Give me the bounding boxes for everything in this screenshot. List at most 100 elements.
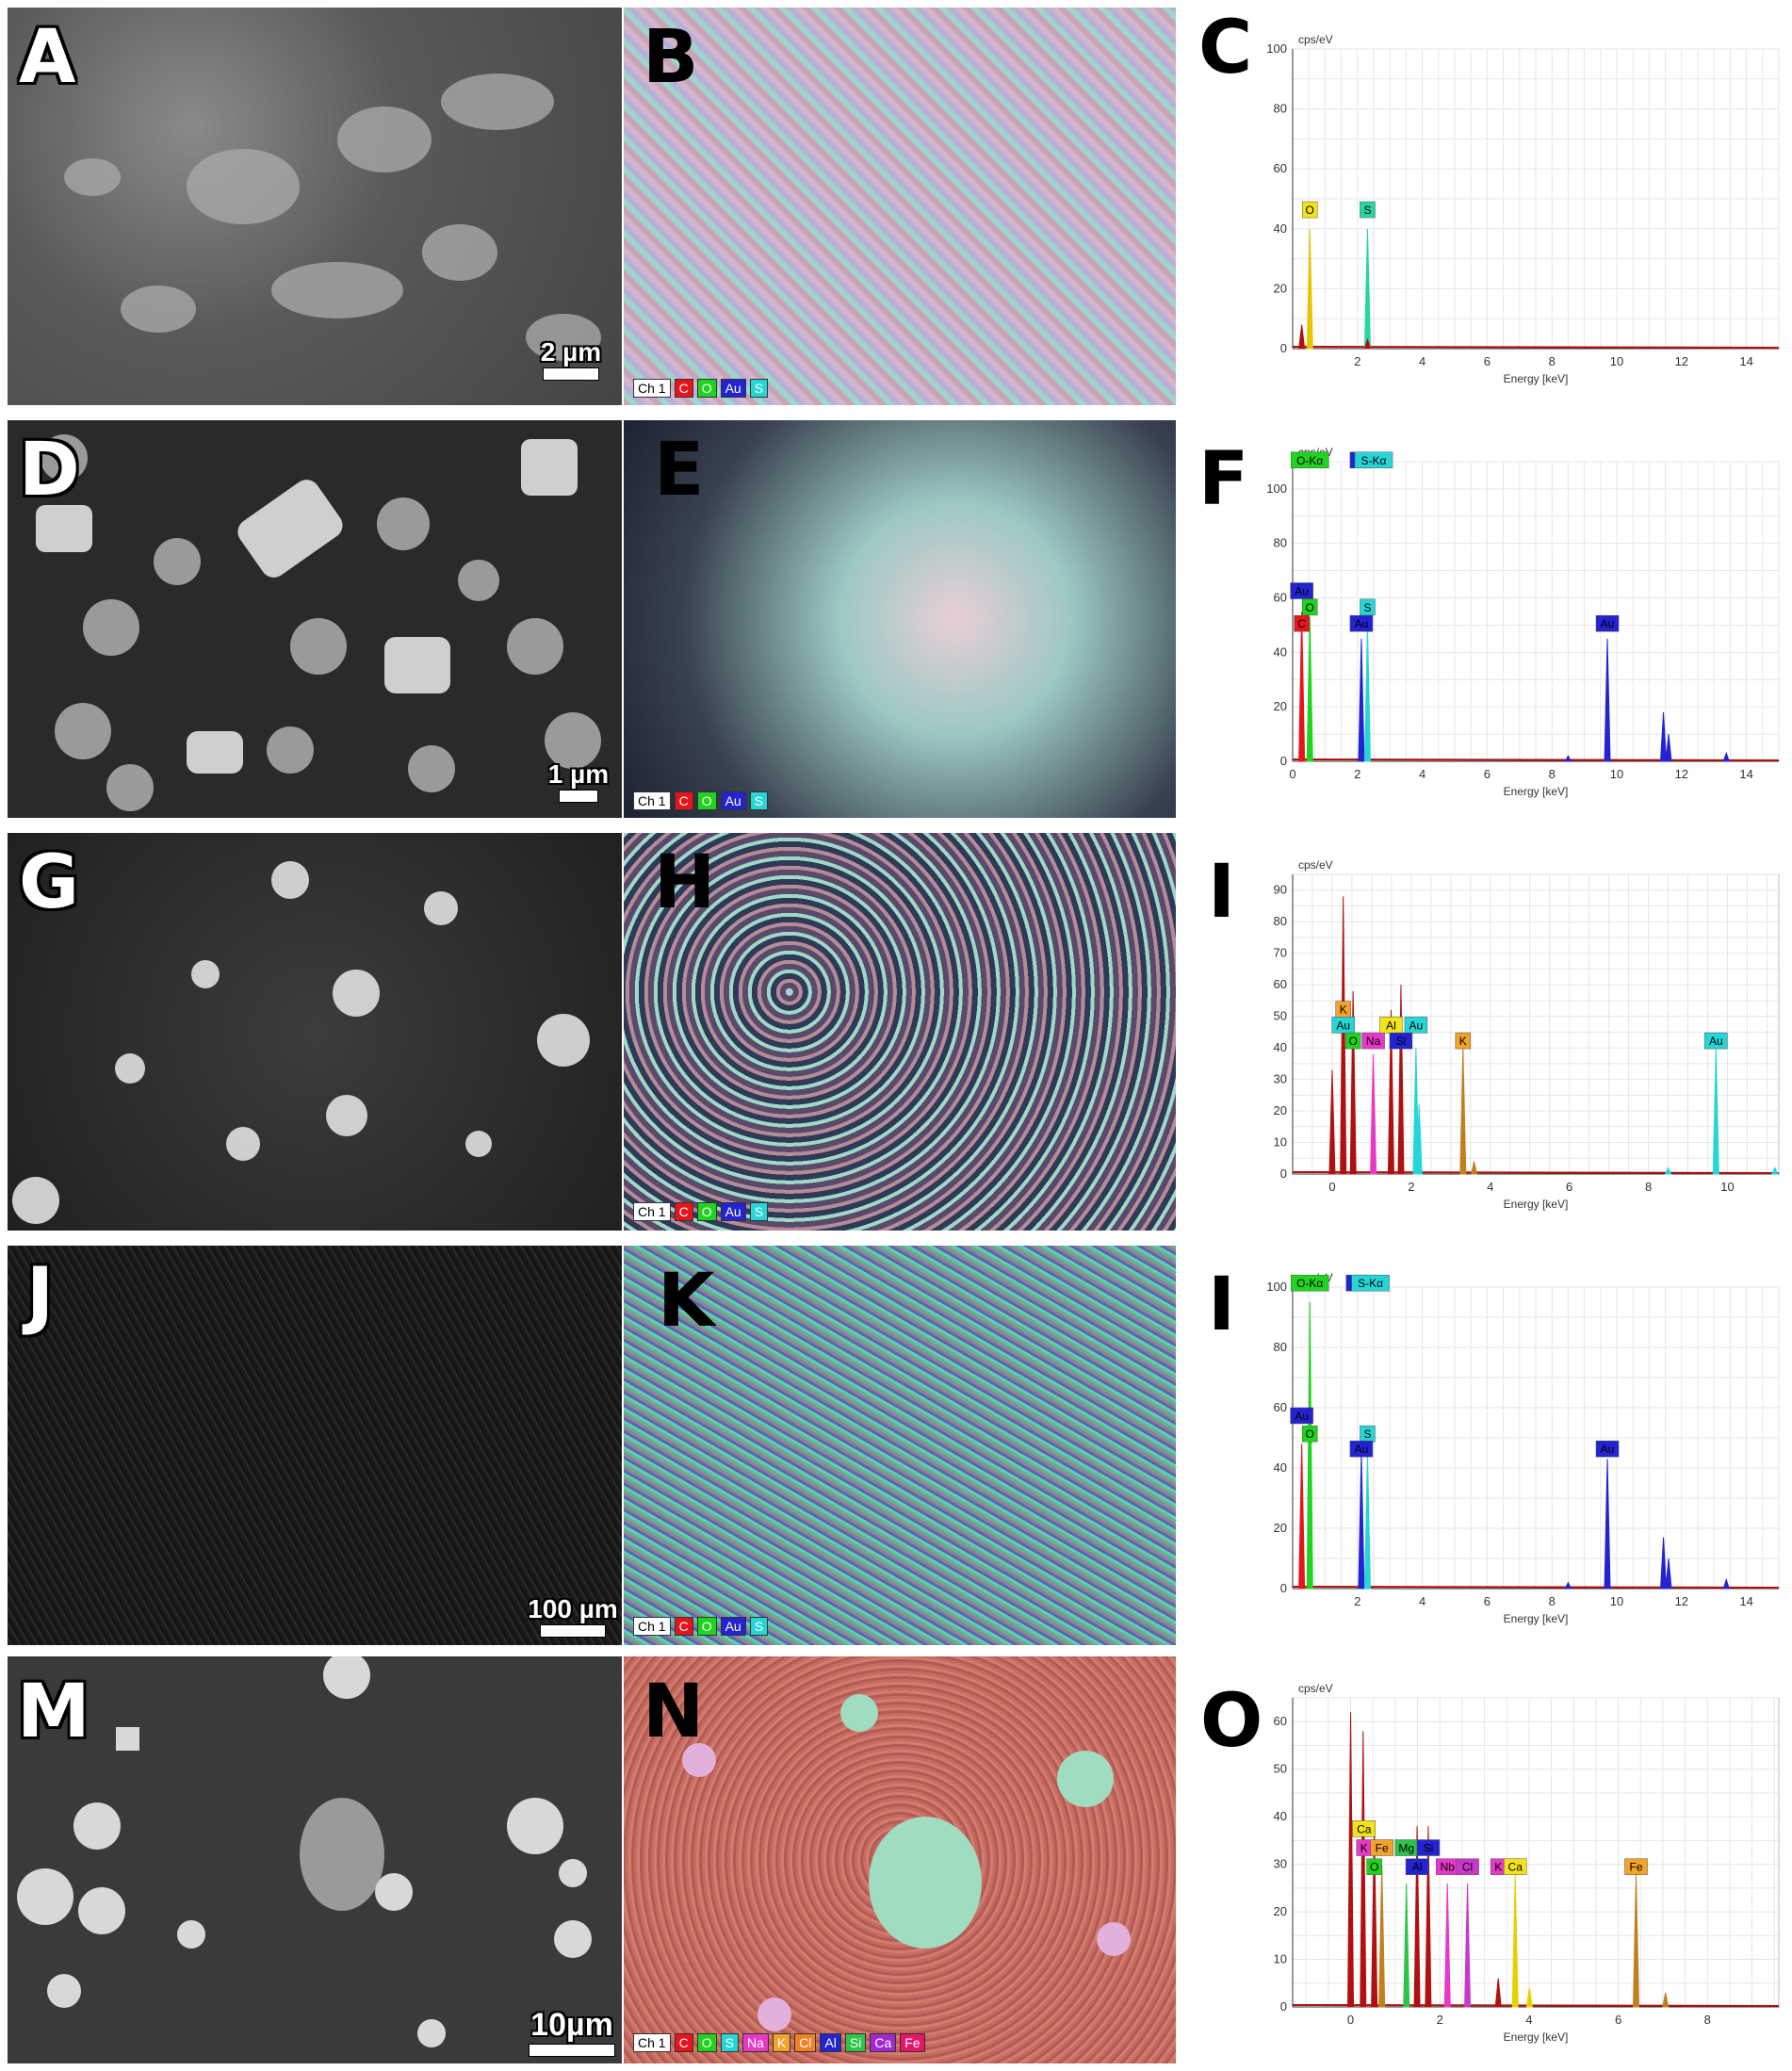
map-legend-e: Ch 1 C O Au S xyxy=(633,791,769,810)
plot-area xyxy=(1292,873,1780,1175)
peak-tag-label: Mg xyxy=(1398,1842,1414,1855)
y-tick-label: 100 xyxy=(1266,481,1287,496)
legend-item: O xyxy=(696,791,717,810)
sem-image-a: A 2 µm xyxy=(8,8,622,405)
legend-item: Cl xyxy=(794,2033,817,2052)
peak-tag-label: Nb xyxy=(1441,1861,1456,1874)
legend-item: O xyxy=(696,379,717,398)
spectrum-peak xyxy=(1712,1048,1719,1175)
y-tick-label: 50 xyxy=(1274,1009,1287,1023)
sem-image-g: G xyxy=(8,833,622,1231)
x-tick-label: 14 xyxy=(1739,767,1752,781)
panel-label-i: I xyxy=(1208,850,1236,935)
x-axis-label: Energy [keV] xyxy=(1504,1198,1569,1211)
peak-tag-box xyxy=(1704,1032,1728,1050)
spectrum-peak xyxy=(1306,228,1313,350)
peak-tag-label: K xyxy=(1494,1861,1502,1874)
scale-bar-a: 2 µm xyxy=(528,337,614,381)
sem-texture xyxy=(17,1656,592,2047)
spectrum-baseline xyxy=(1292,1171,1780,1174)
peak-tag-label: Cl xyxy=(1462,1861,1473,1874)
peak-tag-box xyxy=(1360,598,1376,616)
panel-label-k: K xyxy=(658,1259,715,1344)
peak-tag-label: Au xyxy=(1601,1443,1615,1456)
spectrum-peak xyxy=(1370,1053,1377,1175)
sem-image-m: M 10µm xyxy=(8,1656,622,2063)
y-tick-label: 60 xyxy=(1274,1400,1287,1414)
y-tick-label: 0 xyxy=(1280,754,1287,768)
legend-item: O xyxy=(696,2033,717,2052)
y-tick-label: 80 xyxy=(1274,102,1287,116)
scale-bar-text: 10µm xyxy=(530,2007,613,2043)
panel-label-g: G xyxy=(19,840,80,925)
peak-tag-label: Na xyxy=(1366,1035,1381,1048)
x-tick-label: 2 xyxy=(1408,1180,1414,1194)
legend-item: C xyxy=(674,1202,693,1221)
spectrum-peak xyxy=(1665,1557,1672,1590)
x-tick-label: 6 xyxy=(1566,1180,1572,1194)
peak-tag-box xyxy=(1352,1820,1376,1837)
peak-tag-label: Ca xyxy=(1508,1861,1523,1874)
peak-tag-box xyxy=(1290,451,1329,469)
peak-tag-label: O xyxy=(1306,204,1314,217)
panel-label-b: B xyxy=(643,15,699,100)
peak-tag-label: Ca xyxy=(1357,1822,1372,1835)
legend-item: S xyxy=(749,1617,769,1636)
legend-item: C xyxy=(674,379,693,398)
peak-tag-box xyxy=(1344,1032,1361,1050)
peak-tag-box xyxy=(1624,1858,1648,1875)
peak-tag-box xyxy=(1456,1858,1479,1875)
spectrum-i: I 0 2 4 6 8 10 0 10 20 30 40 50 60 70 80 90 cps/eV Energy… xyxy=(1180,833,1788,1231)
peak-tag-label: Au xyxy=(1295,585,1309,598)
peak-tag-box xyxy=(1301,1425,1318,1443)
y-tick-label: 40 xyxy=(1274,644,1287,659)
panel-label-j: J xyxy=(26,1253,55,1338)
x-tick-label: 12 xyxy=(1675,1594,1688,1608)
peak-tag-label: S-Kα xyxy=(1361,454,1387,467)
legend-item: S xyxy=(749,1202,769,1221)
x-tick-label: 0 xyxy=(1289,767,1295,781)
spectrum-peak xyxy=(1363,625,1371,762)
y-tick-label: 80 xyxy=(1274,536,1287,550)
x-tick-label: 2 xyxy=(1437,2013,1443,2027)
spectrum-peak xyxy=(1298,1443,1306,1590)
panel-label-d: D xyxy=(19,428,80,513)
scale-bar-text: 100 µm xyxy=(528,1594,618,1623)
peak-tag-label: Au xyxy=(1601,617,1615,630)
spectrum-peak xyxy=(1403,1883,1410,2008)
peak-tag-box xyxy=(1503,1858,1527,1875)
peak-tag-box xyxy=(1290,582,1313,599)
spectrum-peak xyxy=(1525,1987,1533,2008)
legend-item: Ch 1 xyxy=(633,379,671,398)
peak-tag-box xyxy=(1404,1017,1428,1034)
peak-tag-box xyxy=(1290,1407,1313,1425)
x-tick-label: 10 xyxy=(1610,354,1623,368)
peak-tag-label: Au xyxy=(1355,1443,1369,1456)
peak-tag-label: Au xyxy=(1295,1410,1309,1423)
x-tick-label: 6 xyxy=(1484,354,1491,368)
peak-tag-box xyxy=(1294,614,1310,632)
y-tick-label: 80 xyxy=(1274,914,1287,928)
x-tick-label: 12 xyxy=(1675,767,1688,781)
peak-tag-label: O xyxy=(1306,601,1314,614)
eds-map-h: H Ch 1 C O Au S xyxy=(624,833,1176,1231)
legend-item: Au xyxy=(720,791,746,810)
y-tick-label: 60 xyxy=(1274,977,1287,991)
peak-tag-box xyxy=(1361,1032,1385,1050)
spectrum-peak xyxy=(1413,1826,1421,2008)
peak-tag-label: S xyxy=(1363,1427,1371,1441)
sem-image-j: J 100 µm xyxy=(8,1246,622,1645)
sem-texture xyxy=(36,434,601,811)
spectrum-peak xyxy=(1360,1731,1367,2008)
y-axis-label: cps/eV xyxy=(1298,858,1333,872)
y-tick-label: 40 xyxy=(1274,221,1287,236)
legend-item: Fe xyxy=(900,2033,925,2052)
x-tick-label: 4 xyxy=(1525,2013,1532,2027)
legend-item: Au xyxy=(720,379,746,398)
scale-bar-text: 2 µm xyxy=(540,337,602,367)
spectrum-peak xyxy=(1387,1009,1394,1175)
panel-label-h: H xyxy=(654,840,716,925)
x-tick-label: 4 xyxy=(1419,1594,1425,1608)
